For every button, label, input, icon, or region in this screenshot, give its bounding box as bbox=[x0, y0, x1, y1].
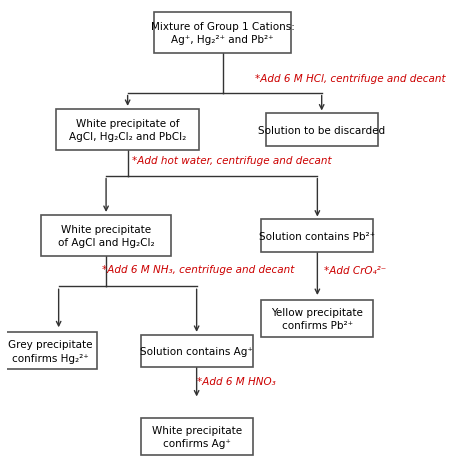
FancyBboxPatch shape bbox=[141, 418, 253, 455]
Text: *Add CrO₄²⁻: *Add CrO₄²⁻ bbox=[324, 266, 386, 275]
Text: Solution contains Ag⁺: Solution contains Ag⁺ bbox=[140, 346, 253, 356]
Text: Solution contains Pb²⁺: Solution contains Pb²⁺ bbox=[259, 231, 375, 241]
FancyBboxPatch shape bbox=[141, 335, 253, 367]
Text: *Add 6 M NH₃, centrifuge and decant: *Add 6 M NH₃, centrifuge and decant bbox=[102, 265, 294, 275]
Text: White precipitate of
AgCl, Hg₂Cl₂ and PbCl₂: White precipitate of AgCl, Hg₂Cl₂ and Pb… bbox=[69, 119, 186, 142]
Text: *Add 6 M HNO₃: *Add 6 M HNO₃ bbox=[197, 376, 275, 386]
FancyBboxPatch shape bbox=[56, 110, 199, 151]
Text: *Add hot water, centrifuge and decant: *Add hot water, centrifuge and decant bbox=[132, 155, 332, 165]
Text: Grey precipitate
confirms Hg₂²⁺: Grey precipitate confirms Hg₂²⁺ bbox=[8, 339, 92, 363]
FancyBboxPatch shape bbox=[41, 215, 171, 257]
Text: Yellow precipitate
confirms Pb²⁺: Yellow precipitate confirms Pb²⁺ bbox=[272, 307, 363, 331]
Text: White precipitate
confirms Ag⁺: White precipitate confirms Ag⁺ bbox=[152, 425, 242, 448]
FancyBboxPatch shape bbox=[261, 220, 374, 252]
Text: White precipitate
of AgCl and Hg₂Cl₂: White precipitate of AgCl and Hg₂Cl₂ bbox=[58, 225, 155, 248]
Text: Mixture of Group 1 Cations:
Ag⁺, Hg₂²⁺ and Pb²⁺: Mixture of Group 1 Cations: Ag⁺, Hg₂²⁺ a… bbox=[151, 22, 294, 45]
FancyBboxPatch shape bbox=[2, 333, 98, 369]
Text: *Add 6 M HCl, centrifuge and decant: *Add 6 M HCl, centrifuge and decant bbox=[255, 74, 446, 84]
Text: Solution to be discarded: Solution to be discarded bbox=[258, 125, 385, 135]
FancyBboxPatch shape bbox=[265, 114, 378, 146]
FancyBboxPatch shape bbox=[154, 13, 292, 54]
FancyBboxPatch shape bbox=[261, 300, 374, 338]
